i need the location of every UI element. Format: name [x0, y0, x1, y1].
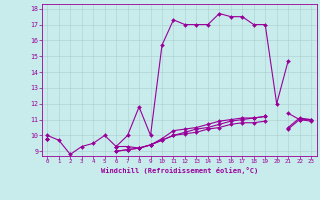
X-axis label: Windchill (Refroidissement éolien,°C): Windchill (Refroidissement éolien,°C) [100, 167, 258, 174]
